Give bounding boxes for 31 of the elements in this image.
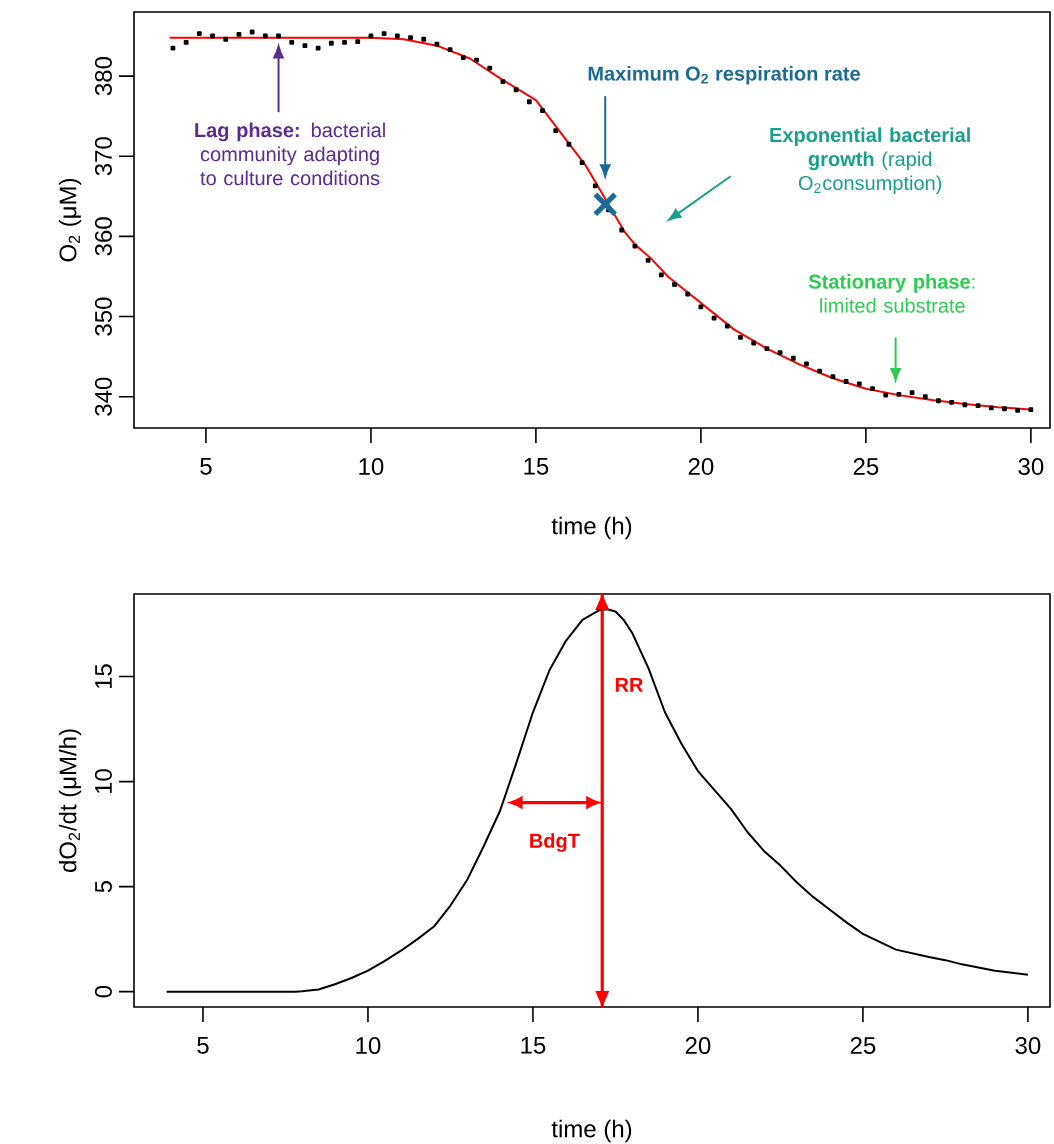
text: Exponential bacterial growth (rapid O$_{2}$consumption) bbox=[770, 127, 970, 195]
x-tick-label: 20 bbox=[685, 1037, 711, 1055]
x-tick-label: 10 bbox=[359, 458, 384, 476]
annotation: Stationary phase: limited substrate bbox=[808, 274, 975, 313]
x-tick-label: 25 bbox=[853, 458, 879, 476]
x-tick-label: 10 bbox=[356, 1037, 381, 1055]
x-tick-label: 15 bbox=[524, 458, 549, 475]
x-tick-label: 25 bbox=[850, 1037, 876, 1055]
annotation: Lag phase: bacterial community adapting to culture conditions bbox=[195, 122, 385, 186]
y-axis-title: dO$_{2}$/dt (μM/h) bbox=[58, 729, 82, 873]
annotation: Maximum O$_{2}$ respiration rate bbox=[588, 65, 860, 85]
x-tick-label: 20 bbox=[688, 458, 714, 476]
x-tick-label: 5 bbox=[200, 458, 212, 475]
x-tick-label: 5 bbox=[197, 1037, 209, 1054]
y-tick-label: 340 bbox=[94, 377, 112, 416]
y-tick-label: 380 bbox=[94, 57, 112, 96]
annotation: BdgT bbox=[530, 833, 580, 852]
y-axis-title: O$_{2}$ (μM) bbox=[58, 178, 82, 262]
x-tick-label: 15 bbox=[521, 1037, 546, 1054]
y-tick-label: 350 bbox=[94, 297, 112, 336]
y-tick-label: 5 bbox=[95, 880, 112, 893]
x-axis-title: time (h) bbox=[551, 516, 632, 540]
y-tick-label: 15 bbox=[95, 664, 112, 689]
y-tick-label: 360 bbox=[94, 217, 112, 256]
x-tick-label: 30 bbox=[1015, 1037, 1041, 1055]
y-tick-label: 10 bbox=[94, 769, 112, 794]
x-tick-label: 30 bbox=[1018, 458, 1044, 476]
y-tick-label: 0 bbox=[94, 985, 112, 998]
x-axis-title: time (h) bbox=[551, 1119, 632, 1143]
ref-line-label: RR bbox=[615, 677, 644, 692]
y-tick-label: 370 bbox=[94, 137, 112, 176]
